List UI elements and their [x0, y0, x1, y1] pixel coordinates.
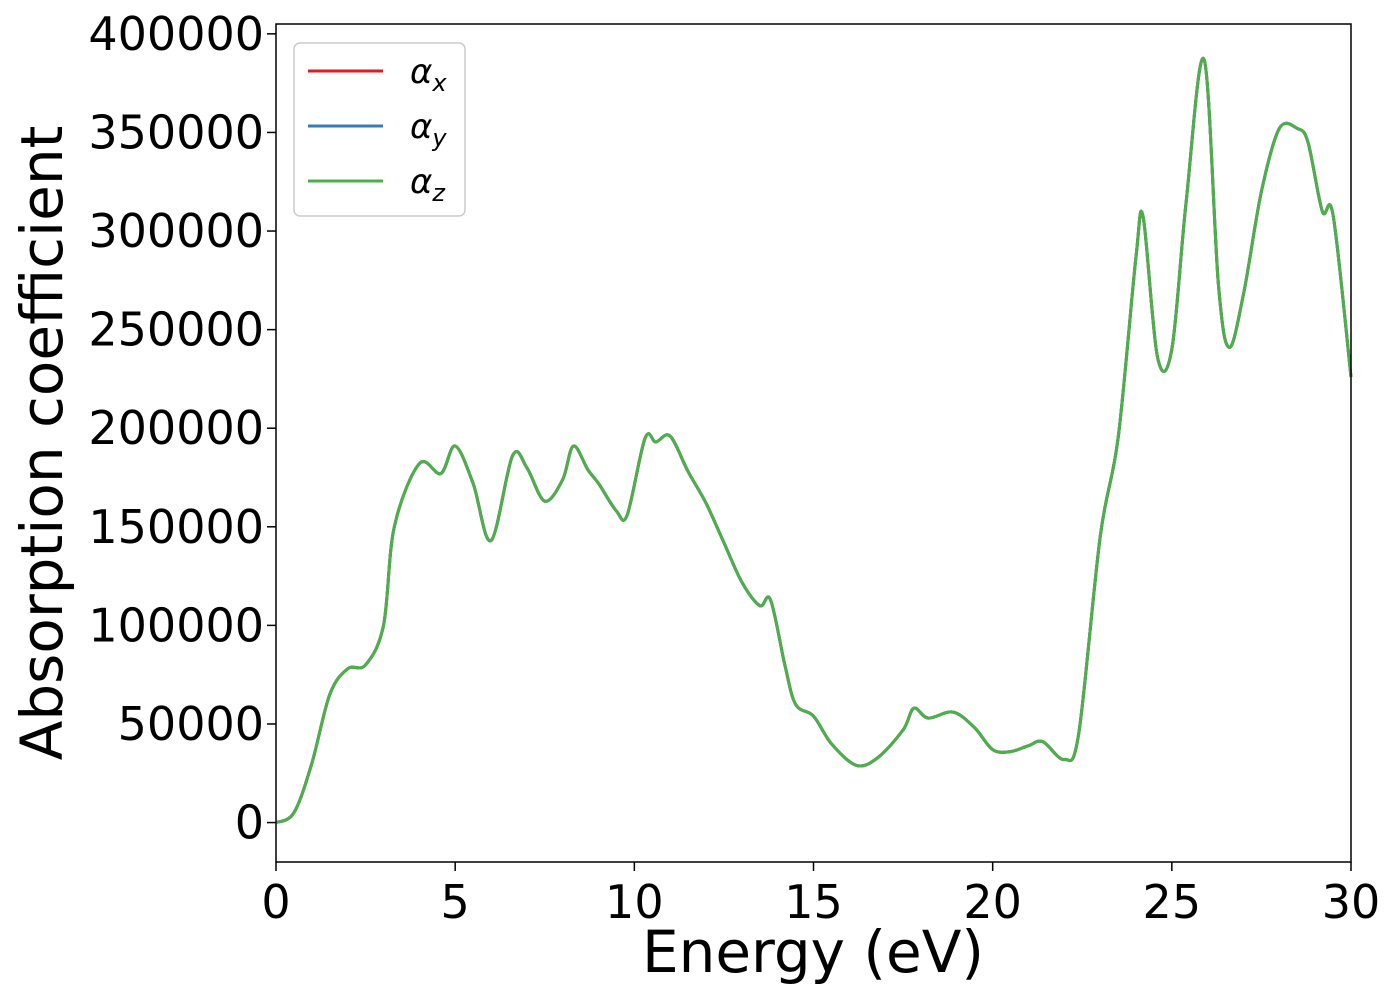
- y-axis-label: Absorption coefficient: [8, 126, 76, 761]
- y-tick-label: 100000: [88, 598, 264, 652]
- x-tick-label: 20: [963, 875, 1022, 929]
- x-tick-label: 25: [1143, 875, 1202, 929]
- series-line-alpha-z: [275, 56, 1353, 825]
- x-tick-label: 0: [261, 875, 290, 929]
- x-tick-label: 5: [441, 875, 470, 929]
- y-tick-label: 250000: [88, 303, 264, 357]
- y-tick-label: 150000: [88, 500, 264, 554]
- x-tick-label: 10: [605, 875, 664, 929]
- legend-label-alpha-z: αz: [410, 162, 446, 207]
- x-axis-ticks: 0 5 10 15 20 25 30: [261, 862, 1380, 929]
- y-tick-label: 0: [235, 796, 264, 850]
- y-tick-label: 350000: [88, 105, 264, 159]
- y-tick-label: 200000: [88, 401, 264, 455]
- x-axis-label: Energy (eV): [642, 918, 984, 986]
- legend-box: [293, 42, 466, 217]
- x-tick-label: 30: [1322, 875, 1381, 929]
- y-axis-ticks: 0 50000 100000 150000 200000 250000 300000 3500…: [88, 7, 276, 850]
- y-tick-label: 300000: [88, 204, 264, 258]
- y-tick-label: 50000: [118, 697, 264, 751]
- x-tick-label: 15: [784, 875, 843, 929]
- legend-label-alpha-y: αy: [410, 107, 447, 152]
- series-layer: [275, 56, 1353, 825]
- y-tick-label: 400000: [88, 7, 264, 61]
